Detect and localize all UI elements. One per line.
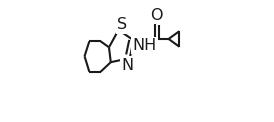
Text: S: S	[117, 17, 127, 32]
Text: NH: NH	[133, 38, 157, 53]
Text: O: O	[150, 8, 163, 23]
Text: N: N	[121, 58, 133, 73]
